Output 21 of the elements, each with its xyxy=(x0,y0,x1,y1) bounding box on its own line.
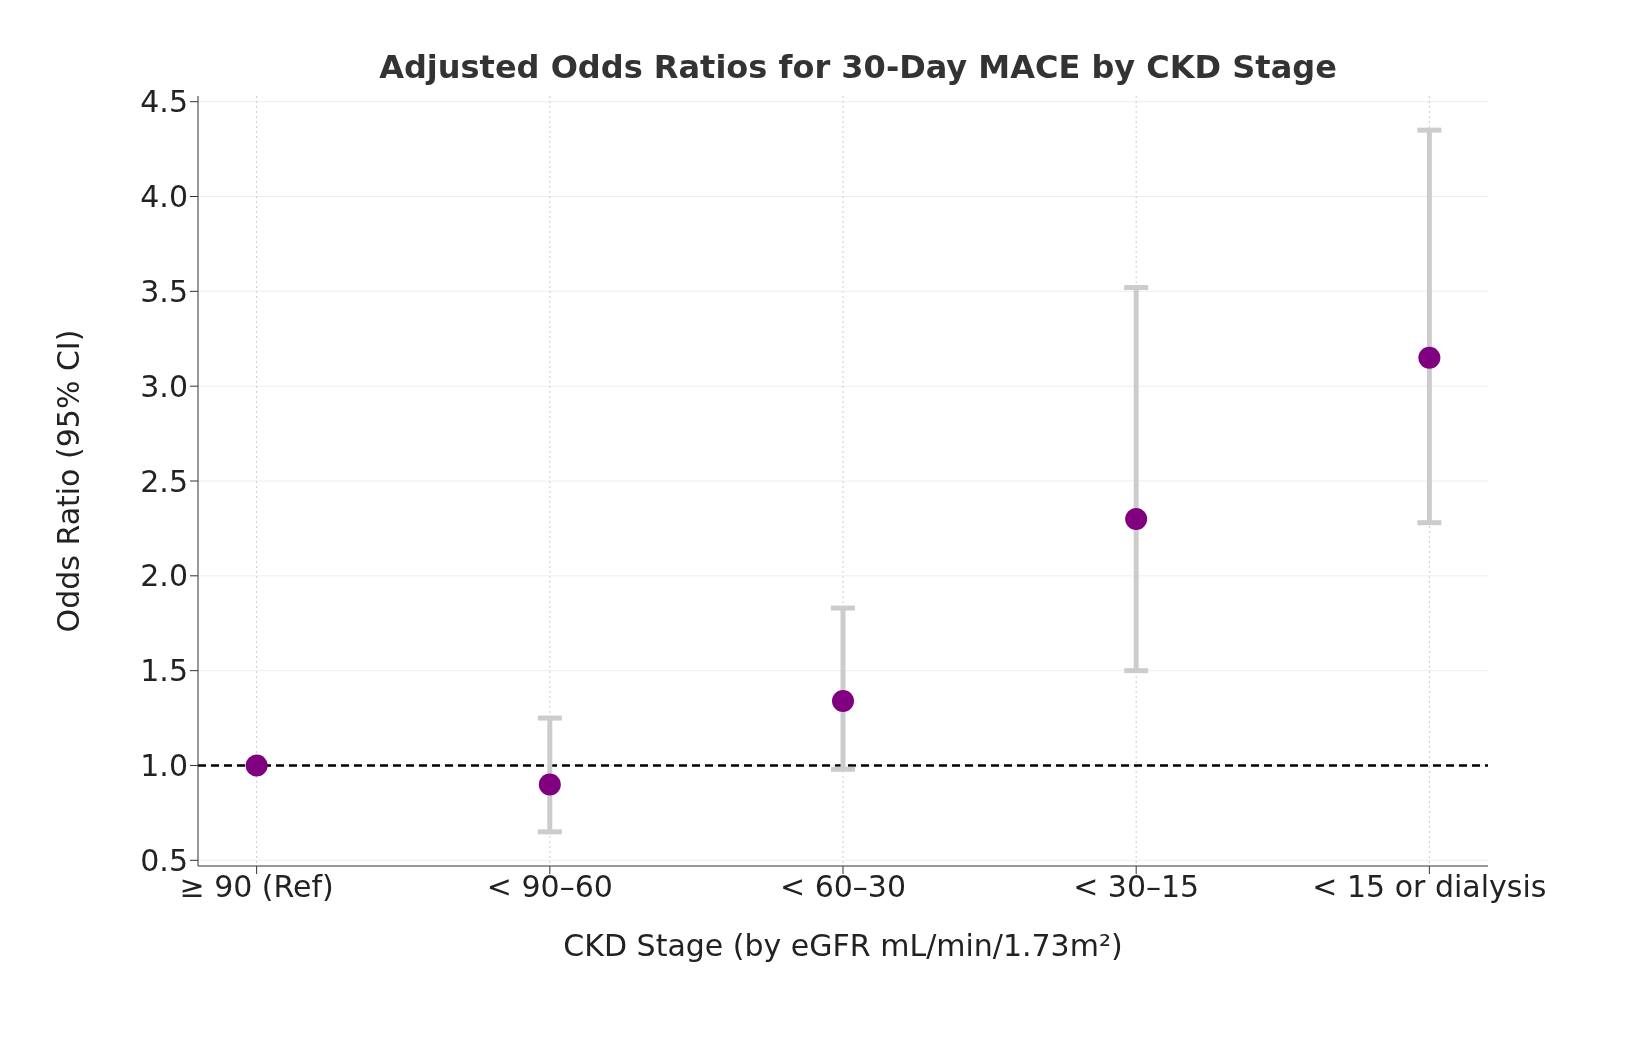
y-tick-label: 4.5 xyxy=(140,84,188,120)
x-tick-label: < 15 or dialysis xyxy=(1312,869,1547,905)
y-tick-label: 2.0 xyxy=(140,558,188,594)
y-tick-label: 4.0 xyxy=(140,179,188,215)
point xyxy=(1418,346,1441,369)
y-tick-label: 3.5 xyxy=(140,273,188,309)
chart-title: Adjusted Odds Ratios for 30-Day MACE by CKD Stage xyxy=(378,47,1338,86)
y-tick-label: 1.5 xyxy=(140,653,188,689)
y-tick-label: 2.5 xyxy=(140,463,188,499)
x-tick-label: < 60–30 xyxy=(779,869,907,905)
x-axis-title: CKD Stage (by eGFR mL/min/1.73m²) xyxy=(563,928,1123,963)
point xyxy=(538,773,561,796)
y-tick-label: 1.0 xyxy=(140,748,188,784)
point xyxy=(832,690,854,712)
y-tick-label: 0.5 xyxy=(140,842,188,878)
x-tick-label: < 90–60 xyxy=(486,869,613,905)
y-tick-label: 3.0 xyxy=(140,368,188,404)
point xyxy=(1125,507,1148,530)
x-tick-label: < 30–15 xyxy=(1073,869,1200,905)
point xyxy=(245,754,268,777)
y-axis-title: Odds Ratio (95% CI) xyxy=(50,329,86,633)
